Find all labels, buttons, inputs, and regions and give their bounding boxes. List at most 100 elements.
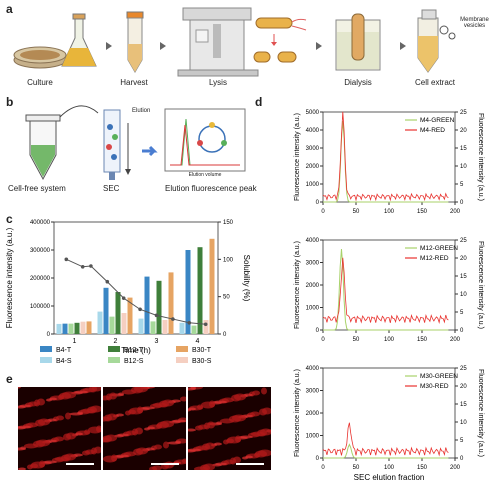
y-tick-label: 300000	[30, 248, 51, 254]
arrow-icon	[142, 145, 158, 157]
bar	[150, 321, 156, 334]
panel-d1-chart: 0 50 100 150 2000100020003000400050000510152…	[294, 110, 484, 215]
arrow-icon	[316, 42, 322, 50]
legend-label: B30-S	[192, 358, 212, 365]
panel-a-illustration	[13, 7, 456, 77]
solubility-point	[171, 317, 175, 321]
micrograph-3	[188, 387, 271, 470]
legend-label: M12-GREEN	[420, 245, 458, 252]
label-cell-free-system: Cell-free system	[8, 184, 66, 193]
panel-label-d: d	[255, 95, 263, 109]
y-axis-label: Fluorescence intensity (a.u.)	[294, 369, 301, 457]
micrograph-1	[18, 387, 101, 470]
y-tick-label: 2000	[306, 411, 320, 417]
arrow-icon	[400, 42, 406, 50]
y-tick-label: 100000	[30, 304, 51, 310]
y2-tick-label: 15	[460, 274, 467, 280]
solubility-line	[66, 258, 206, 325]
y-tick-label: 2000	[306, 164, 320, 170]
inset-xlabel: Elution volume	[188, 172, 222, 178]
legend-swatch	[176, 357, 188, 363]
y2-tick-label: 15	[460, 402, 467, 408]
solubility-point	[105, 279, 110, 284]
y2-axis-label: Fluorescence intensity (a.u.)	[477, 241, 484, 329]
bar	[121, 313, 127, 334]
panel-label-c: c	[6, 212, 13, 226]
solubility-point	[138, 307, 142, 312]
y2-tick-label: 5	[460, 310, 464, 316]
y-axis-label: Fluorescence intensity (a.u.)	[294, 241, 301, 329]
arrow-icon	[160, 42, 166, 50]
legend-label: M30-GREEN	[420, 373, 458, 380]
y2-tick-label: 25	[460, 366, 467, 372]
legend-label: B30-T	[192, 347, 212, 354]
legend-label: M4-GREEN	[420, 117, 455, 124]
x-tick-label: 200	[450, 337, 461, 343]
green-trace	[323, 443, 449, 459]
solubility-point	[89, 264, 93, 268]
step-cell-extract: Cell extract	[414, 78, 455, 87]
x-tick-label: 4	[196, 338, 200, 345]
y-tick-label: 4000	[306, 128, 320, 134]
centrifuge-tube-icon	[126, 11, 144, 73]
legend-label: M12-RED	[420, 255, 449, 262]
flask-icon	[61, 13, 97, 67]
solubility-point	[154, 313, 159, 318]
panel-label-a: a	[6, 2, 13, 16]
bar	[203, 320, 209, 334]
y-tick-label: 1000	[306, 182, 320, 188]
bar	[86, 321, 92, 334]
step-culture: Culture	[27, 78, 53, 87]
bar	[80, 321, 86, 334]
y2-tick-label: 20	[460, 128, 467, 134]
bar	[179, 322, 185, 334]
y2-tick-label: 150	[223, 220, 234, 226]
legend-label: B12-T	[124, 347, 144, 354]
y-tick-label: 3000	[306, 389, 320, 395]
y-tick-label: 0	[316, 456, 320, 462]
bar	[144, 276, 150, 334]
x-tick-label: 0	[321, 337, 325, 343]
legend-label: B4-T	[56, 347, 72, 354]
homogenizer-icon	[177, 7, 259, 77]
cell-free-tube-icon	[25, 114, 61, 181]
bar	[74, 322, 80, 334]
membrane-vesicles-label: Membrane vesicles	[460, 17, 489, 29]
y-tick-label: 1000	[306, 306, 320, 312]
red-trace	[322, 257, 449, 324]
panel-d2-chart: 0 50 100 150 200010002000300040000510152025M…	[294, 238, 484, 343]
x-tick-label: 50	[353, 337, 360, 343]
step-lysis: Lysis	[209, 78, 227, 87]
y-tick-label: 0	[316, 200, 320, 206]
x-tick-label: 100	[384, 337, 395, 343]
plot-frame	[53, 221, 219, 335]
y-axis-label: Fluorescence intensity (a.u.)	[294, 113, 301, 201]
micrograph-texture	[188, 387, 271, 470]
legend-swatch	[108, 346, 120, 352]
micrograph-texture	[103, 387, 186, 470]
y2-tick-label: 25	[460, 238, 467, 244]
label-elution-peak: Elution fluorescence peak	[165, 184, 257, 193]
y-tick-label: 2000	[306, 283, 320, 289]
green-trace	[323, 248, 449, 331]
red-trace	[322, 422, 449, 457]
y2-tick-label: 100	[223, 257, 234, 263]
y2-tick-label: 20	[460, 384, 467, 390]
x-axis-label: SEC elution fraction	[354, 473, 425, 482]
y2-tick-label: 10	[460, 420, 467, 426]
y2-tick-label: 10	[460, 164, 467, 170]
x-tick-label: 150	[417, 209, 428, 215]
panel-d3-chart: 0 50 100 150 200010002000300040000510152025M…	[294, 366, 484, 482]
micrograph-texture	[18, 387, 101, 470]
label-elution: Elution	[132, 108, 151, 114]
bar	[209, 238, 215, 334]
x-tick-label: 0	[321, 209, 325, 215]
y2-tick-label: 0	[460, 328, 464, 334]
y2-tick-label: 20	[460, 256, 467, 262]
legend-label: B4-S	[56, 358, 72, 365]
panel-label-b: b	[6, 95, 14, 109]
legend-swatch	[108, 357, 120, 363]
panel-b-illustration	[25, 105, 246, 181]
dialysis-beaker-icon	[335, 13, 381, 71]
legend-swatch	[40, 357, 52, 363]
